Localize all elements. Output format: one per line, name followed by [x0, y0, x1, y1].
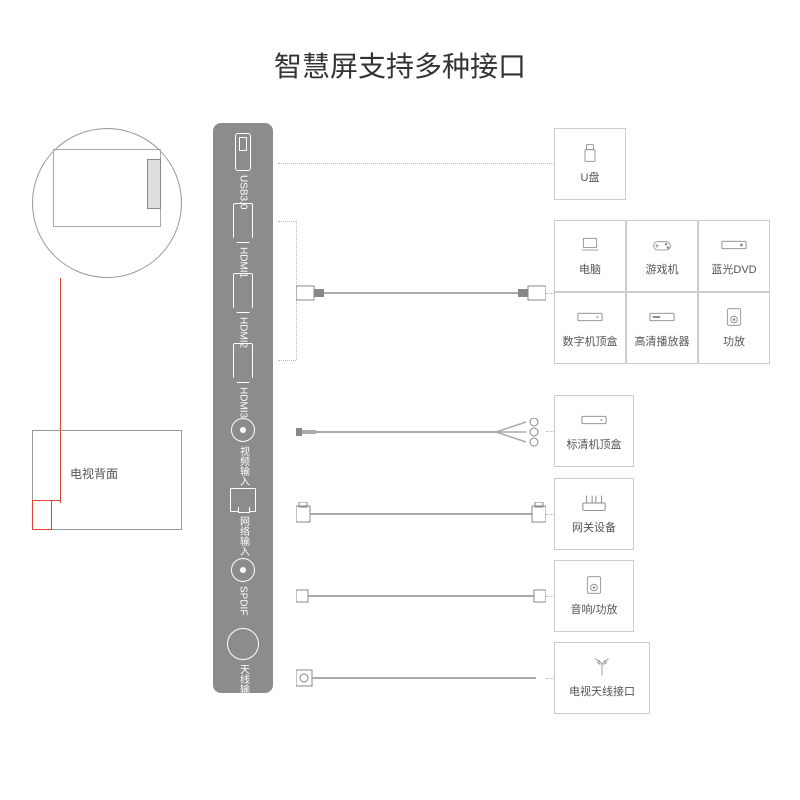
speaker-icon	[581, 575, 607, 595]
port-label: 视频输入	[236, 446, 251, 486]
device-gateway: 网关设备	[554, 478, 634, 550]
antenna-icon	[589, 657, 615, 677]
connector-dotted	[546, 678, 554, 679]
device-label: 电视天线接口	[569, 683, 635, 699]
device-label: 高清播放器	[635, 333, 690, 349]
device-sd-stb: 标清机顶盒	[554, 395, 634, 467]
device-label: 数字机顶盒	[563, 333, 618, 349]
port-video: 视频输入	[213, 418, 273, 486]
hdmi-port-icon	[233, 203, 253, 243]
box-icon	[577, 307, 603, 327]
device-label: 音响/功放	[570, 601, 617, 617]
speaker-icon	[721, 307, 747, 327]
connector-dotted	[546, 293, 554, 294]
antenna-port-icon	[227, 628, 259, 660]
device-pc: 电脑	[554, 220, 626, 292]
device-antenna: 电视天线接口	[554, 642, 650, 714]
port-usb: USB3.0	[213, 133, 273, 209]
port-antenna: 天线输入	[213, 628, 273, 704]
port-panel: USB3.0 HDMI1 HDMI2 ARC HDMI3 视频输入 网络输入 S…	[213, 123, 273, 693]
hdmi-port-icon	[233, 343, 253, 383]
tv-zoom-circle	[32, 128, 182, 278]
device-game: 游戏机	[626, 220, 698, 292]
optical-cable	[296, 586, 546, 606]
device-label: 游戏机	[646, 261, 679, 277]
connector-dotted	[278, 221, 296, 222]
device-usb-drive: U盘	[554, 128, 626, 200]
device-label: 蓝光DVD	[711, 261, 756, 277]
connector-dotted	[546, 514, 554, 515]
box-icon	[581, 410, 607, 430]
gamepad-icon	[649, 235, 675, 255]
port-label: 天线输入	[236, 664, 251, 704]
usb-port-icon	[235, 133, 251, 171]
box-icon	[649, 307, 675, 327]
port-label: HDMI3	[238, 387, 249, 418]
device-amp: 功放	[698, 292, 770, 364]
usb-drive-icon	[577, 143, 603, 163]
device-label: 网关设备	[572, 519, 616, 535]
port-hdmi3: HDMI3	[213, 343, 273, 418]
spdif-port-icon	[231, 558, 255, 582]
device-label: 电脑	[579, 261, 601, 277]
device-label: 标清机顶盒	[567, 436, 622, 452]
port-label: 网络输入	[236, 516, 251, 556]
port-ethernet: 网络输入	[213, 488, 273, 556]
laptop-icon	[577, 235, 603, 255]
device-player: 高清播放器	[626, 292, 698, 364]
disc-player-icon	[721, 235, 747, 255]
device-audio: 音响/功放	[554, 560, 634, 632]
connector-dotted	[278, 163, 554, 164]
port-hdmi1: HDMI1	[213, 203, 273, 278]
connector-dotted	[546, 431, 554, 432]
port-spdif: SPDIF	[213, 558, 273, 615]
connector-dotted	[546, 596, 554, 597]
router-icon	[581, 493, 607, 513]
coax-cable	[296, 668, 546, 688]
port-label: SPDIF	[238, 586, 249, 615]
device-dvd: 蓝光DVD	[698, 220, 770, 292]
hdmi-port-icon	[233, 273, 253, 313]
av-port-icon	[231, 418, 255, 442]
port-hdmi2: HDMI2 ARC	[213, 273, 273, 348]
ethernet-cable	[296, 502, 546, 526]
av-cable	[296, 418, 546, 450]
hdmi-cable	[296, 280, 546, 306]
device-label: U盘	[581, 169, 600, 185]
ethernet-port-icon	[230, 488, 256, 512]
tv-back-label: 电视背面	[70, 465, 118, 482]
device-label: 功放	[723, 333, 745, 349]
device-stb: 数字机顶盒	[554, 292, 626, 364]
connector-dotted	[278, 360, 296, 361]
page-title: 智慧屏支持多种接口	[0, 45, 800, 85]
